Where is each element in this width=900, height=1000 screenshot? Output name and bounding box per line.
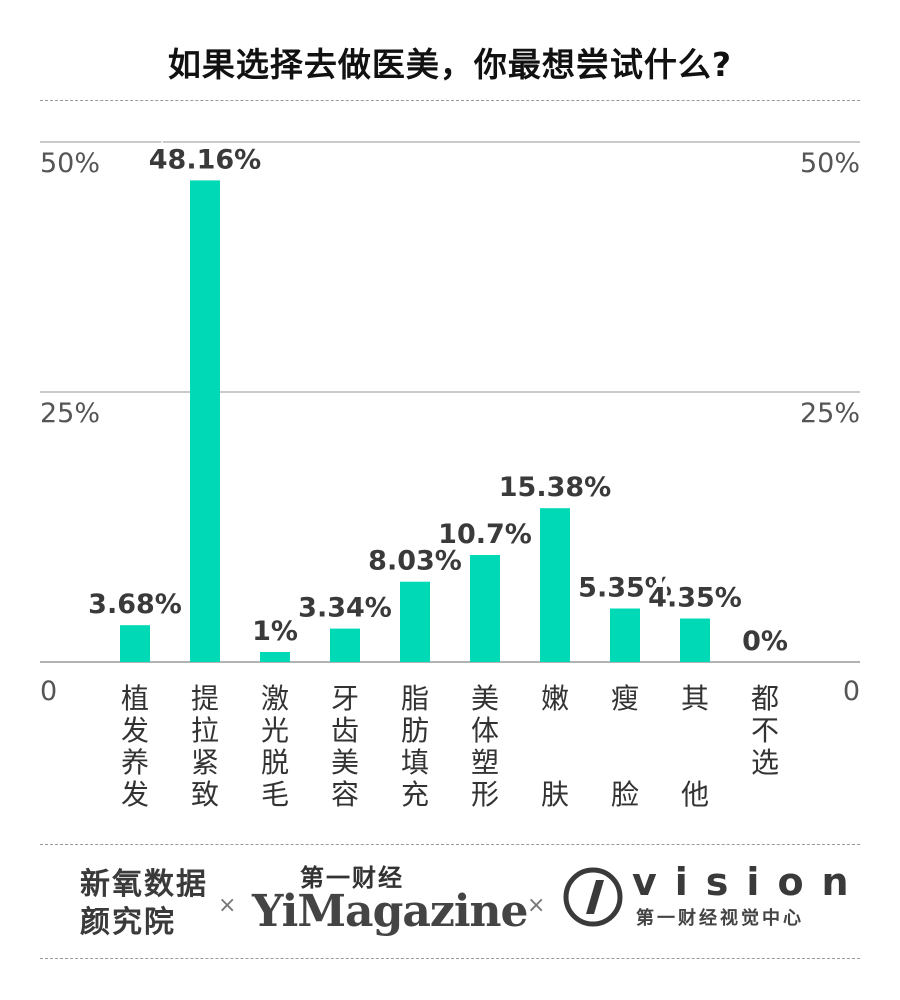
bar — [260, 652, 290, 662]
bar — [400, 581, 430, 662]
y-tick-label-right: 50% — [800, 148, 860, 179]
footer-divider-top — [40, 844, 860, 845]
brand-vision-subtitle: 第一财经视觉中心 — [636, 908, 804, 929]
brand-yimagazine-logo: YiMagazine — [252, 886, 529, 937]
bar — [680, 618, 710, 662]
bar-value-label: 3.68% — [88, 589, 182, 620]
bar-value-label: 1% — [252, 616, 298, 647]
brand-soyoung-data: 新氧数据颜究院 — [80, 867, 208, 940]
category-label: 都不选 — [751, 682, 779, 779]
bar-value-label: 5.35% — [578, 573, 672, 604]
y-tick-label-left: 25% — [40, 398, 100, 429]
top-divider — [40, 100, 860, 101]
footer-divider-bottom — [40, 958, 860, 959]
bar-value-label: 0% — [742, 626, 788, 657]
bar-value-label: 10.7% — [438, 519, 532, 550]
category-label: 瘦脸 — [611, 682, 639, 811]
separator-icon: × — [218, 893, 237, 918]
category-label: 脂肪填充 — [401, 682, 429, 811]
chart-title: 如果选择去做医美，你最想尝试什么? — [167, 45, 733, 84]
brand-yicai-label: 第一财经 — [300, 864, 404, 892]
y-tick-label-right: 25% — [800, 398, 860, 429]
bar — [540, 508, 570, 662]
bar-value-label: 3.34% — [298, 593, 392, 624]
bar — [120, 625, 150, 662]
category-label: 牙齿美容 — [331, 682, 359, 811]
separator-icon: × — [527, 893, 546, 918]
category-label: 提拉紧致 — [191, 682, 219, 811]
bar-value-label: 8.03% — [368, 546, 462, 577]
bar-chart: 0 0 25% 25% 50% 50% 3.68% 植发养发 48.16% 提拉紧致 1% 激光脱毛 3… — [40, 140, 860, 811]
bar — [190, 180, 220, 662]
category-label: 其他 — [681, 682, 709, 811]
bar — [610, 608, 640, 662]
vision-logo-icon — [563, 867, 623, 927]
y-tick-label-right: 0 — [843, 676, 860, 707]
brand-vision-word: vision — [632, 860, 867, 904]
bar-value-label: 48.16% — [149, 144, 261, 175]
y-tick-label-left: 50% — [40, 148, 100, 179]
bar — [470, 555, 500, 662]
bar — [330, 628, 360, 662]
y-tick-label-left: 0 — [40, 676, 57, 707]
category-label: 美体塑形 — [471, 682, 499, 811]
bar-value-label: 15.38% — [499, 472, 611, 503]
category-label: 植发养发 — [121, 682, 149, 811]
bar-value-label: 4.35% — [648, 583, 742, 614]
category-label: 嫩肤 — [541, 682, 569, 811]
category-label: 激光脱毛 — [261, 682, 289, 811]
